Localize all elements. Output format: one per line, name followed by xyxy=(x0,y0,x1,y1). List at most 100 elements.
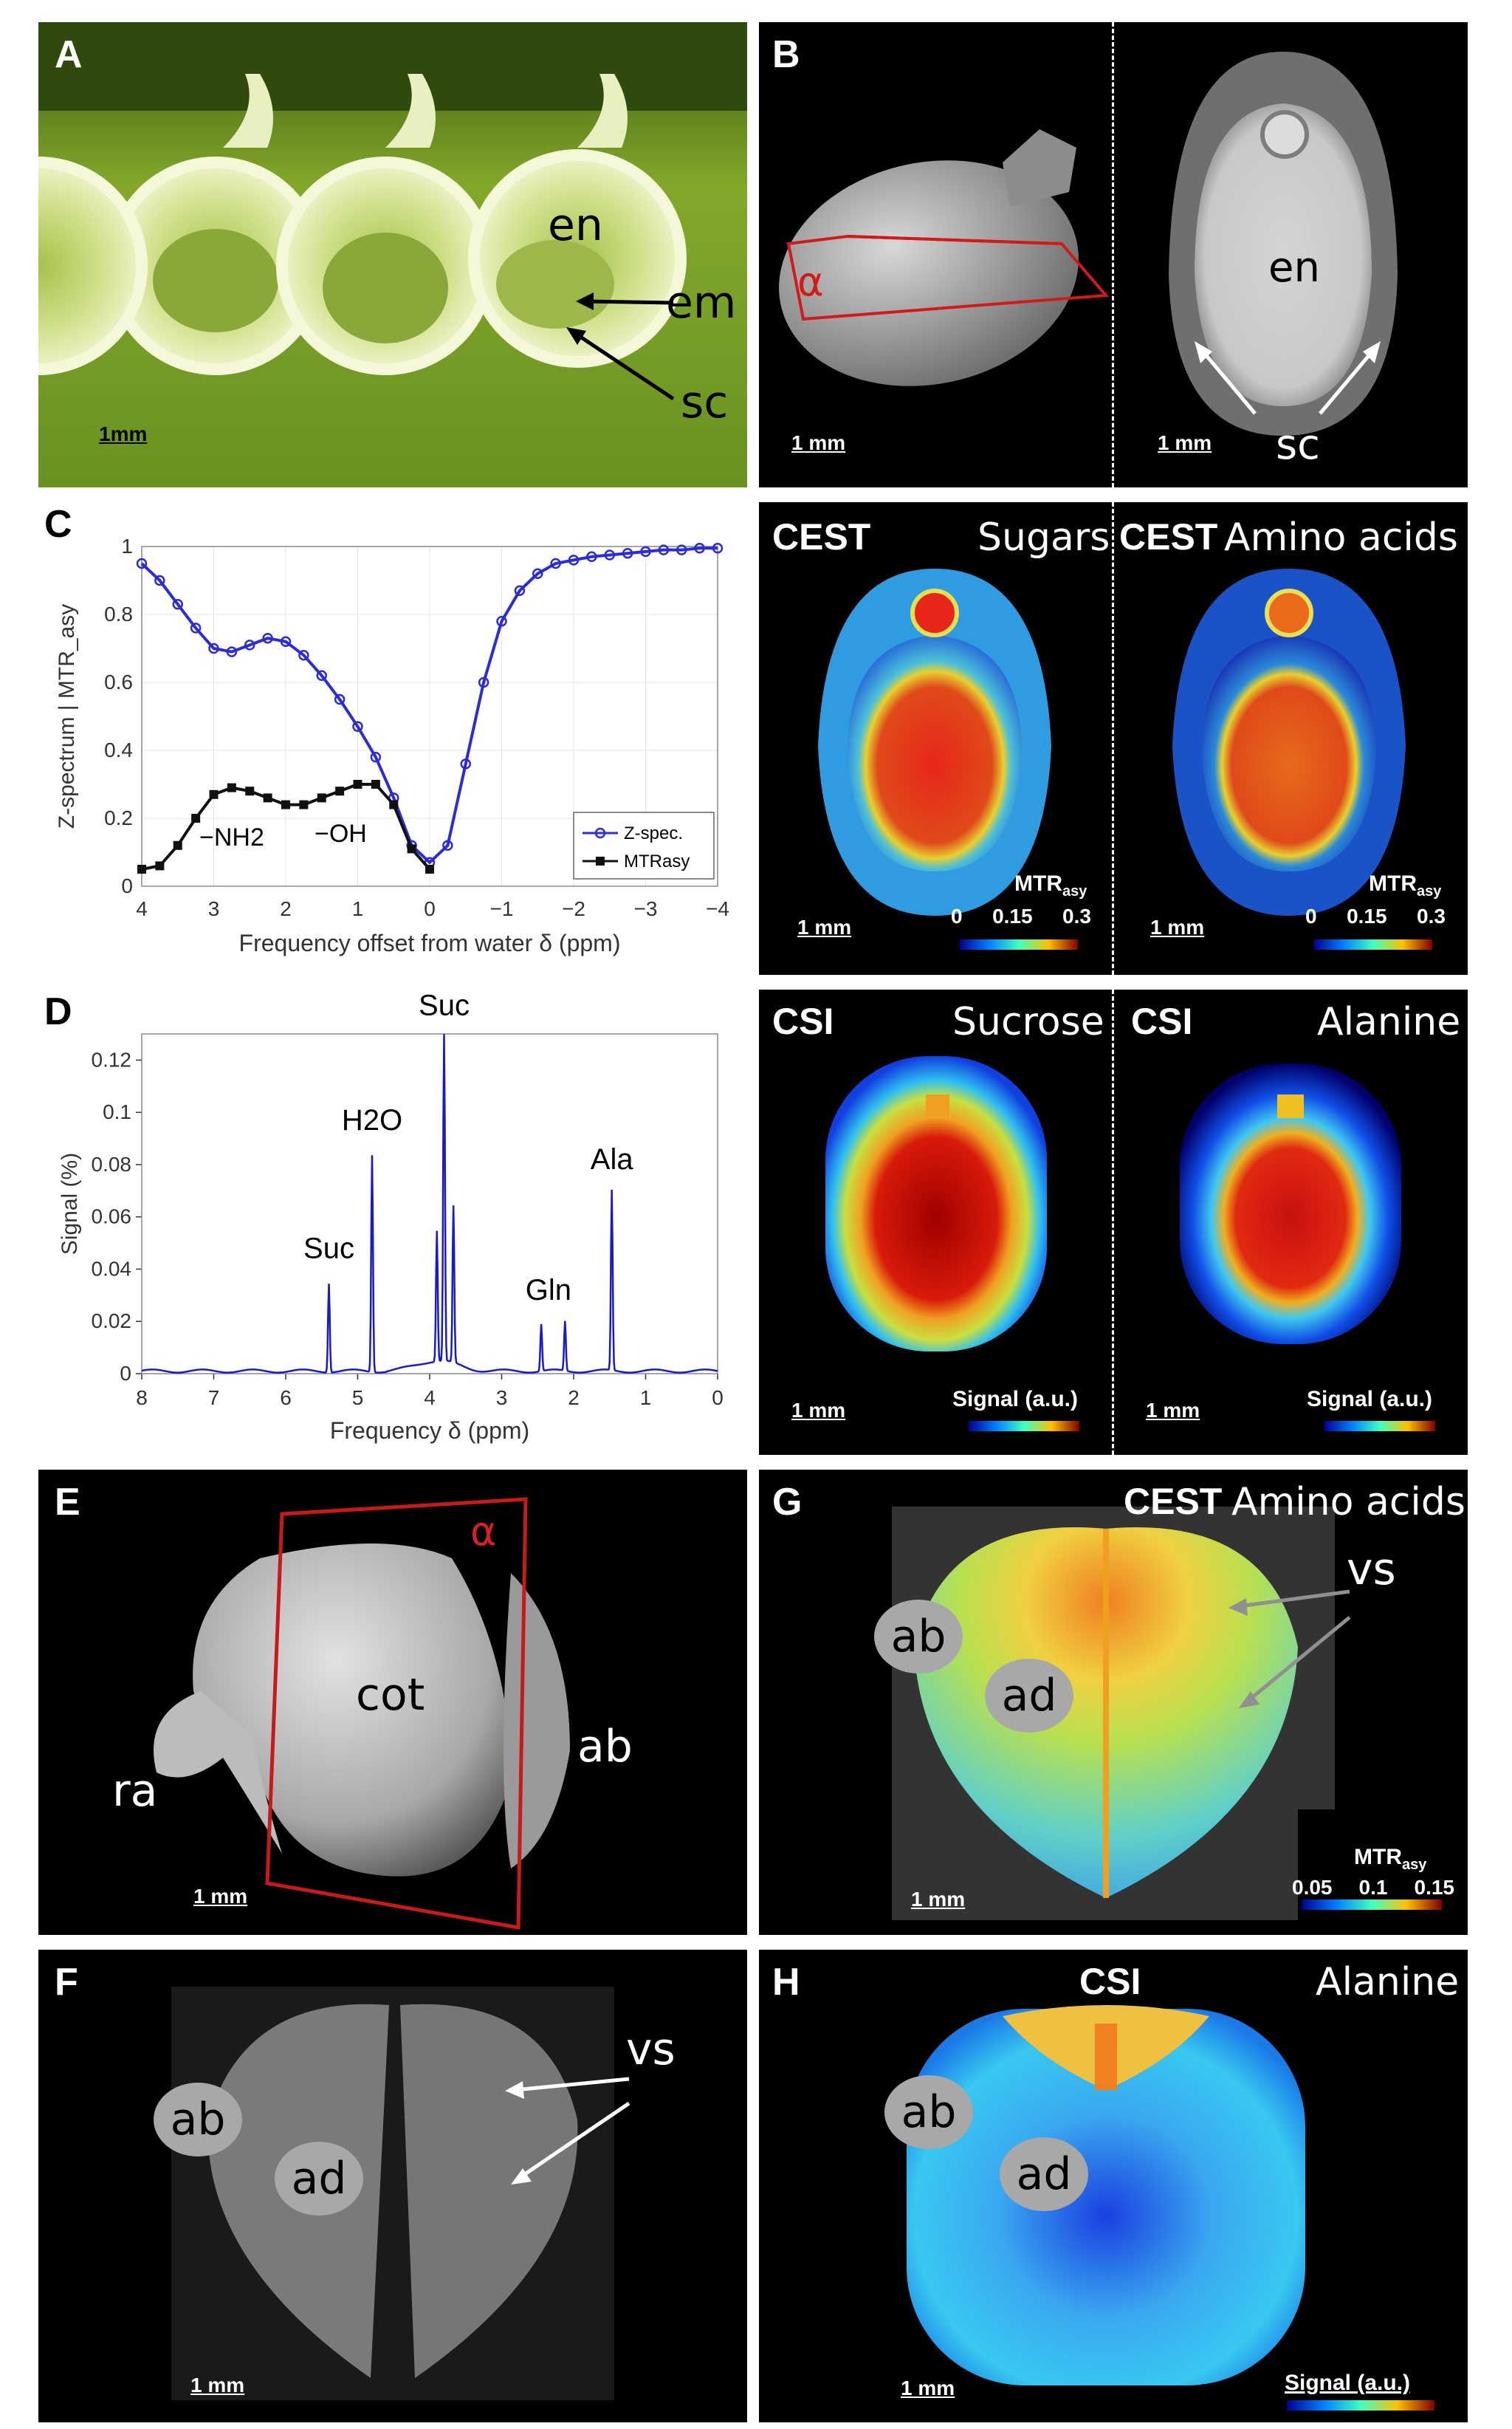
peak-label: Suc xyxy=(419,990,470,1021)
scale-bar-h: 1 mm xyxy=(901,2377,955,2399)
csi-colorbar-right xyxy=(1324,1421,1435,1431)
panel-letter-h: H xyxy=(772,1961,800,2004)
csi-tag-right: CSI xyxy=(1131,1001,1193,1042)
x-tick-label: 3 xyxy=(496,1386,508,1409)
mtrasy-point xyxy=(353,780,362,789)
panel-f: F ab ad vs 1 mm xyxy=(38,1950,747,2422)
panel-letter-a: A xyxy=(55,33,83,76)
mtrasy-point xyxy=(389,800,399,809)
zspec-point xyxy=(226,646,238,657)
label-en: en xyxy=(548,199,603,251)
y-axis-label: Signal (%) xyxy=(58,1153,82,1255)
cest-colorbar-label-right: MTRasy xyxy=(1369,871,1442,900)
y-tick-label: 0.12 xyxy=(92,1048,132,1071)
csi-tag-left: CSI xyxy=(772,1001,834,1042)
chart-d: 0 0.02 0.04 0.06 0.08 0.1 0.12 8 7 6 5 4 3 2 1 0 Frequen… xyxy=(58,990,724,1444)
mtrasy-point xyxy=(317,793,326,803)
mtrasy-point xyxy=(299,800,309,809)
x-tick-label: 8 xyxy=(136,1386,148,1409)
zspec-point xyxy=(550,558,561,569)
plot-frame xyxy=(141,546,718,887)
seed-3 xyxy=(468,74,687,368)
y-tick-label: 0 xyxy=(120,1362,131,1385)
oval-ad-h: ad xyxy=(1000,2137,1088,2211)
cest-divider xyxy=(1112,502,1114,975)
mtrasy-point xyxy=(335,787,345,796)
csi-colorbar-label-left: Signal (a.u.) xyxy=(952,1387,1079,1411)
panel-h-map xyxy=(907,2005,1434,2411)
zspec-point xyxy=(496,615,507,627)
zspec-point xyxy=(280,636,292,648)
csi-title-right: Alanine xyxy=(1317,1000,1461,1044)
panel-letter-d: D xyxy=(44,990,72,1033)
zspec-point xyxy=(586,551,597,563)
cest-tag-right: CEST xyxy=(1119,516,1218,558)
y-tick-label: 0.1 xyxy=(103,1100,131,1123)
panel-h: H CSI Alanine ab ad 1 mm Signal (a.u.) xyxy=(759,1950,1468,2422)
scale-bar-b-right: 1 mm xyxy=(1158,431,1212,454)
h-colorbar-label: Signal (a.u.) xyxy=(1285,2371,1411,2395)
panel-letter-e: E xyxy=(55,1481,80,1524)
scale-bar-cest-right: 1 mm xyxy=(1150,916,1205,939)
x-tick-label: 6 xyxy=(280,1386,292,1409)
label-cot: cot xyxy=(356,1669,425,1721)
csi-title-left: Sucrose xyxy=(952,1000,1104,1044)
zspec-point xyxy=(298,649,309,661)
y-tick-label: 0.02 xyxy=(92,1309,132,1332)
oval-ab-g: ab xyxy=(874,1600,963,1673)
legend-box xyxy=(573,812,715,880)
panel-a: A en em sc 1mm xyxy=(38,22,747,487)
cest-tag-left: CEST xyxy=(772,516,871,558)
zspec-point xyxy=(316,670,327,682)
scale-bar-f: 1 mm xyxy=(190,2374,245,2397)
panel-e-render xyxy=(154,1497,570,1930)
cest-colorbar-label-left: MTRasy xyxy=(1014,871,1087,900)
scale-bar-csi-right: 1 mm xyxy=(1146,1399,1200,1422)
chart-c: 0 0.2 0.4 0.6 0.8 1 4 3 2 1 0 −1 −2 −3 −4 Frequency off… xyxy=(55,535,729,956)
legend-mtr-marker xyxy=(596,857,605,866)
scale-bar-a: 1mm xyxy=(99,422,148,445)
csi-colorbar-label-right: Signal (a.u.) xyxy=(1307,1387,1433,1411)
zspec-point xyxy=(190,623,202,634)
peak-label: H2O xyxy=(342,1104,402,1137)
zspec-point xyxy=(622,547,633,559)
y-tick-label: 0.4 xyxy=(104,739,133,761)
arrow-em xyxy=(584,299,674,305)
x-tick-label: 7 xyxy=(208,1386,220,1409)
zspec-point xyxy=(694,543,705,554)
y-tick-label: 1 xyxy=(121,535,133,558)
x-tick-label: 1 xyxy=(352,897,364,920)
cest-ticks-left: 0 0.15 0.3 xyxy=(951,905,1091,928)
zspec-point xyxy=(640,546,651,558)
scale-bar-cest-left: 1 mm xyxy=(797,916,852,939)
label-em: em xyxy=(666,277,737,329)
panel-b-divider xyxy=(1112,22,1114,487)
label-en-b: en xyxy=(1268,244,1320,292)
zspec-point xyxy=(568,555,580,566)
cest-maps xyxy=(818,569,1432,950)
zspec-point xyxy=(658,544,670,555)
y-axis-label: Z-spectrum | MTR_asy xyxy=(55,604,79,829)
x-axis-label: Frequency offset from water δ (ppm) xyxy=(239,930,621,956)
panel-b-images: α xyxy=(779,52,1398,436)
panel-b: α B en sc 1 mm 1 mm xyxy=(759,22,1468,487)
mtrasy-point xyxy=(245,787,255,796)
zspec-point xyxy=(352,721,363,733)
h-tag: CSI xyxy=(1079,1961,1141,2002)
csi-maps xyxy=(825,1056,1435,1431)
g-tag: CEST xyxy=(1124,1481,1223,1522)
x-tick-label: 0 xyxy=(424,897,436,920)
csi-divider xyxy=(1112,990,1114,1455)
g-title: Amino acids xyxy=(1231,1480,1465,1524)
panel-letter-g: G xyxy=(772,1481,803,1524)
panel-a-photo xyxy=(38,22,747,487)
mtrasy-point xyxy=(425,865,434,874)
x-tick-label: −3 xyxy=(634,897,658,920)
legend-zspec-label: Z-spec. xyxy=(624,823,683,843)
mtrasy-point xyxy=(173,840,182,850)
arrow-sc xyxy=(572,330,675,401)
scale-bar-g: 1 mm xyxy=(911,1888,966,1911)
zspec-point xyxy=(208,643,219,654)
mtrasy-point xyxy=(137,865,146,874)
annotation-oh: −OH xyxy=(315,820,367,848)
